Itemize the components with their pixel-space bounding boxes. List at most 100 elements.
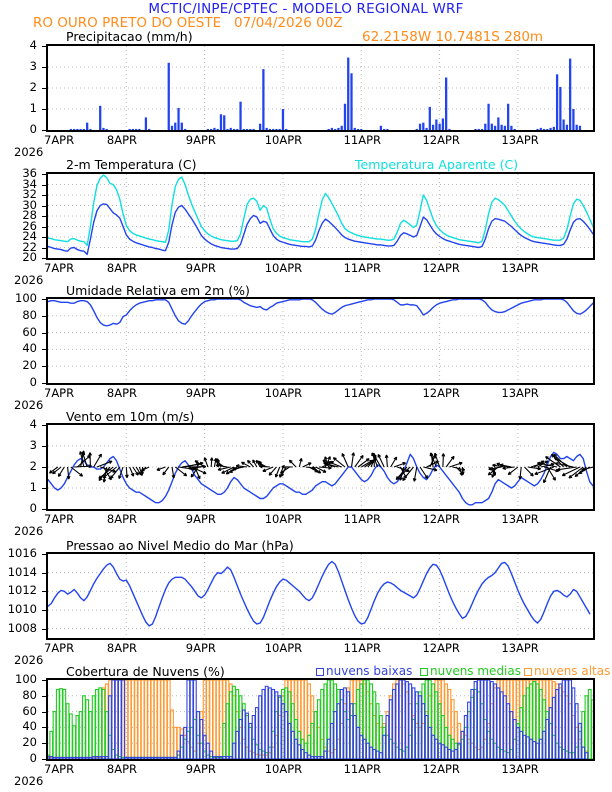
xtick-label-pressure-4: 11APR (343, 641, 382, 655)
panel-title-temperature: 2-m Temperatura (C) (66, 157, 197, 172)
ytick-mark (42, 205, 46, 207)
ytick-mark (42, 759, 46, 760)
panel-title-pressure: Pressao ao Nivel Medio do Mar (hPa) (66, 538, 294, 553)
xtick-label-humidity-3: 10APR (264, 386, 303, 400)
cloud-legend-2: nuvens altas (524, 664, 610, 678)
ytick-label-pressure: 1016 (7, 546, 37, 560)
ytick-label-pressure: 1012 (7, 583, 37, 598)
xtick-label-clouds-4: 11APR (343, 762, 382, 776)
legend-swatch-icon (316, 668, 324, 676)
xtick-label-wind-0: 7APR (44, 512, 75, 526)
station-label: RO OURO PRETO DO OESTE 07/04/2026 00Z (33, 15, 343, 31)
xtick-label-humidity-4: 11APR (343, 386, 382, 400)
ytick-label-pressure: 1014 (7, 564, 37, 579)
legend-swatch-icon (420, 668, 428, 676)
ytick-label-precipitation: 3 (29, 59, 37, 73)
xtick-label-clouds-2: 9APR (185, 762, 216, 776)
ytick-mark (42, 554, 46, 555)
ytick-label-humidity: 0 (29, 375, 37, 389)
ytick-label-pressure: 1010 (7, 602, 37, 616)
xtick-label-humidity-1: 8APR (106, 386, 137, 400)
xtick-label-precipitation-2: 9APR (185, 133, 216, 147)
ytick-mark (42, 383, 46, 384)
ytick-mark (42, 628, 46, 630)
ytick-label-precipitation: 4 (29, 38, 37, 52)
ytick-label-temperature: 32 (22, 187, 37, 201)
ytick-mark (42, 299, 46, 300)
xtick-label-clouds-3: 10APR (264, 762, 303, 776)
xtick-label-pressure-0: 7APR (44, 641, 75, 655)
xtick-label-precipitation-3: 10APR (264, 133, 303, 147)
ytick-label-pressure: 1008 (7, 620, 37, 635)
ytick-mark (42, 109, 46, 110)
xtick-label-clouds-0: 7APR (44, 762, 75, 776)
ytick-label-humidity: 40 (22, 341, 37, 356)
year-label-clouds: 2026 (14, 774, 44, 788)
ytick-mark (42, 216, 46, 217)
xtick-label-temperature-6: 13APR (501, 261, 539, 275)
xtick-label-wind-4: 11APR (343, 512, 382, 526)
ytick-label-temperature: 34 (22, 176, 37, 191)
panel-title-wind: Vento em 10m (m/s) (66, 409, 195, 424)
ytick-label-wind: 0 (29, 501, 37, 515)
xtick-label-temperature-0: 7APR (44, 261, 75, 275)
xtick-label-humidity-6: 13APR (501, 386, 539, 400)
xtick-label-wind-3: 10APR (264, 512, 303, 526)
ytick-label-precipitation: 0 (29, 122, 37, 136)
ytick-mark (42, 446, 46, 447)
plot-area-precipitation (46, 44, 595, 132)
ytick-label-clouds: 0 (29, 751, 37, 765)
ytick-mark (42, 509, 46, 510)
xtick-label-precipitation-0: 7APR (44, 133, 75, 147)
ytick-mark (42, 743, 46, 745)
xtick-label-humidity-2: 9APR (185, 386, 216, 400)
ytick-mark (42, 130, 46, 131)
xtick-label-humidity-0: 7APR (44, 386, 75, 400)
xtick-label-temperature-2: 9APR (185, 261, 216, 275)
plot-area-humidity (46, 297, 595, 385)
xtick-label-clouds-1: 8APR (106, 762, 137, 776)
ytick-label-clouds: 100 (15, 672, 37, 686)
ytick-label-temperature: 24 (22, 229, 37, 243)
ytick-mark (42, 195, 46, 196)
xtick-label-wind-1: 8APR (106, 512, 137, 526)
plot-svg-pressure (48, 554, 593, 638)
ytick-mark (42, 88, 46, 89)
xtick-label-wind-5: 12APR (422, 512, 460, 526)
legend-swatch-icon (524, 668, 532, 676)
plot-svg-humidity (48, 299, 593, 383)
ytick-mark (42, 237, 46, 238)
plot-area-temperature (46, 172, 595, 260)
panel-title-apparent-temperature: Temperatura Aparente (C) (355, 157, 519, 172)
xtick-label-precipitation-1: 8APR (106, 133, 137, 147)
ytick-mark (42, 174, 46, 175)
panel-title-clouds: Cobertura de Nuvens (%) (66, 664, 225, 679)
xtick-label-pressure-6: 13APR (501, 641, 539, 655)
page-title: MCTIC/INPE/CPTEC - MODELO REGIONAL WRF (148, 1, 464, 17)
xtick-label-pressure-3: 10APR (264, 641, 303, 655)
plot-svg-clouds (48, 680, 593, 759)
ytick-label-temperature: 36 (22, 166, 37, 180)
ytick-mark (42, 349, 46, 351)
ytick-mark (42, 226, 46, 228)
xtick-label-wind-2: 9APR (185, 512, 216, 526)
xtick-label-clouds-5: 12APR (422, 762, 460, 776)
ytick-label-humidity: 60 (22, 324, 37, 339)
legend-label: nuvens altas (534, 664, 611, 678)
xtick-label-precipitation-6: 13APR (501, 133, 539, 147)
year-label-pressure: 2026 (14, 653, 44, 667)
ytick-mark (42, 425, 46, 426)
cloud-legend-1: nuvens medias (420, 664, 521, 678)
ytick-mark (42, 591, 46, 593)
ytick-mark (42, 467, 46, 468)
ytick-label-clouds: 80 (22, 687, 37, 702)
ytick-mark (42, 572, 46, 574)
plot-area-clouds (46, 678, 595, 761)
ytick-label-humidity: 100 (15, 291, 37, 305)
ytick-label-temperature: 26 (22, 218, 37, 233)
year-label-humidity: 2026 (14, 398, 44, 412)
ytick-mark (42, 247, 46, 249)
legend-label: nuvens medias (430, 664, 521, 678)
xtick-label-temperature-1: 8APR (106, 261, 137, 275)
panel-title-precipitation: Precipitacao (mm/h) (66, 29, 193, 44)
